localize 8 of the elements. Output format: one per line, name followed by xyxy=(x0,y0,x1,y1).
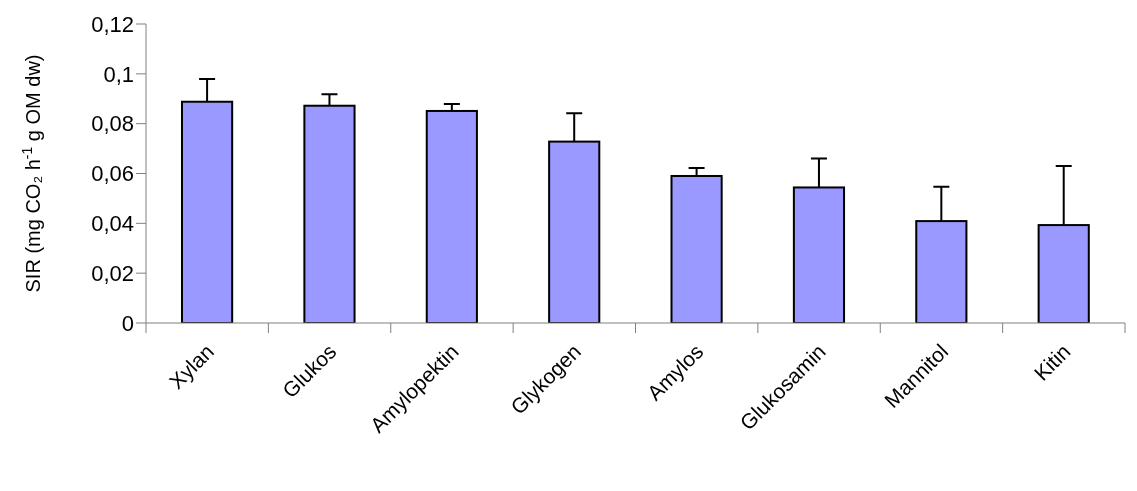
x-tick-label: Kitin xyxy=(1029,339,1075,385)
y-tick-label: 0,12 xyxy=(91,11,134,37)
y-tick-label: 0,1 xyxy=(103,61,134,87)
y-tick-label: 0,04 xyxy=(91,211,134,237)
y-tick-label: 0 xyxy=(121,310,134,336)
y-tick-label: 0,02 xyxy=(91,260,134,286)
y-tick-label: 0,06 xyxy=(91,161,134,187)
y-tick-label: 0,08 xyxy=(91,111,134,137)
